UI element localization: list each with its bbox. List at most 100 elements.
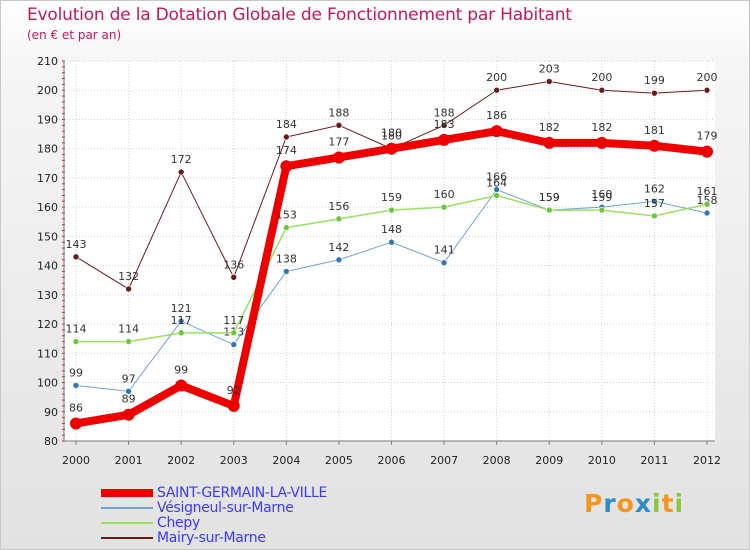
data-label-chepy: 159 — [381, 191, 402, 204]
data-label-saint-germain-la-ville: 181 — [644, 124, 665, 137]
data-label-saint-germain-la-ville: 86 — [69, 401, 83, 414]
legend-item-vesigneul: Vésigneul-sur-Marne — [101, 500, 294, 516]
data-point-saint-germain-la-ville — [175, 379, 188, 392]
data-point-saint-germain-la-ville — [122, 408, 135, 421]
data-point-chepy — [545, 206, 553, 214]
data-point-saint-germain-la-ville — [385, 142, 398, 155]
data-label-chepy: 164 — [486, 176, 507, 189]
data-point-chepy — [283, 224, 290, 231]
logo-letter: i — [652, 489, 662, 518]
data-label-vesigneul-sur-marne: 99 — [69, 366, 83, 379]
data-label-mairy-sur-marne: 188 — [328, 106, 349, 119]
data-point-saint-germain-la-ville — [438, 133, 451, 146]
proxiti-logo: Proxiti — [584, 489, 684, 518]
data-point-saint-germain-la-ville — [280, 160, 293, 173]
data-point-mairy-sur-marne — [651, 89, 658, 97]
data-label-saint-germain-la-ville: 182 — [591, 121, 612, 134]
x-tick-label: 2006 — [378, 454, 406, 467]
data-label-saint-germain-la-ville: 186 — [486, 109, 507, 122]
data-point-vesigneul-sur-marne — [283, 268, 290, 275]
data-point-chepy — [703, 200, 711, 208]
data-point-mairy-sur-marne — [230, 274, 238, 281]
data-point-chepy — [388, 206, 395, 214]
data-label-vesigneul-sur-marne: 166 — [486, 171, 507, 184]
data-point-chepy — [598, 206, 606, 214]
data-point-mairy-sur-marne — [125, 285, 132, 293]
data-label-mairy-sur-marne: 200 — [697, 71, 718, 84]
data-label-mairy-sur-marne: 203 — [539, 62, 560, 75]
data-point-vesigneul-sur-marne — [651, 198, 658, 205]
data-label-chepy: 161 — [697, 185, 718, 198]
y-tick-label: 180 — [37, 143, 58, 156]
data-point-saint-germain-la-ville — [227, 399, 240, 412]
data-label-mairy-sur-marne: 188 — [434, 106, 455, 119]
y-tick-label: 170 — [37, 172, 58, 185]
data-label-mairy-sur-marne: 180 — [381, 130, 402, 143]
data-label-mairy-sur-marne: 143 — [66, 238, 87, 251]
data-label-saint-germain-la-ville: 99 — [174, 363, 188, 376]
data-point-chepy — [177, 329, 185, 337]
data-point-vesigneul-sur-marne — [177, 317, 185, 325]
data-label-mairy-sur-marne: 172 — [171, 153, 192, 166]
y-tick-label: 160 — [37, 201, 58, 214]
x-tick-label: 2001 — [115, 454, 143, 467]
data-label-mairy-sur-marne: 132 — [118, 270, 139, 283]
y-tick-label: 150 — [37, 230, 58, 243]
x-tick-label: 2011 — [640, 454, 668, 467]
logo-letter: r — [603, 489, 617, 518]
data-point-mairy-sur-marne — [177, 168, 185, 176]
data-label-chepy: 156 — [328, 200, 349, 213]
data-point-saint-germain-la-ville — [701, 145, 713, 158]
legend-item-mairy: Mairy-sur-Marne — [101, 530, 266, 546]
data-label-vesigneul-sur-marne: 162 — [644, 182, 665, 195]
data-point-vesigneul-sur-marne — [388, 238, 395, 246]
data-point-mairy-sur-marne — [335, 122, 343, 129]
x-tick-label: 2012 — [693, 454, 721, 467]
legend-label-mairy: Mairy-sur-Marne — [157, 530, 266, 546]
data-label-vesigneul-sur-marne: 159 — [539, 191, 560, 204]
data-label-vesigneul-sur-marne: 158 — [697, 194, 718, 207]
data-label-mairy-sur-marne: 199 — [644, 74, 665, 87]
x-tick-label: 2000 — [62, 454, 90, 467]
data-point-mairy-sur-marne — [545, 78, 553, 85]
data-label-chepy: 159 — [539, 191, 560, 204]
logo-letter: t — [661, 489, 675, 518]
data-label-vesigneul-sur-marne: 160 — [591, 188, 612, 201]
x-tick-label: 2007 — [430, 454, 458, 467]
legend-label-saint-germain: SAINT-GERMAIN-LA-VILLE — [157, 485, 328, 501]
data-label-vesigneul-sur-marne: 138 — [276, 252, 297, 265]
data-point-chepy — [230, 329, 238, 337]
data-point-saint-germain-la-ville — [543, 136, 556, 149]
data-point-vesigneul-sur-marne — [230, 341, 238, 348]
legend-label-vesigneul: Vésigneul-sur-Marne — [157, 500, 294, 516]
data-label-chepy: 117 — [171, 314, 192, 327]
x-tick-label: 2004 — [272, 454, 300, 467]
data-label-chepy: 117 — [223, 314, 244, 327]
x-tick-label: 2003 — [220, 454, 248, 467]
logo-letter: x — [634, 489, 652, 518]
data-label-chepy: 153 — [276, 209, 297, 222]
logo-letter: P — [584, 489, 604, 518]
x-tick-label: 2005 — [325, 454, 353, 467]
y-tick-label: 110 — [37, 347, 58, 360]
data-label-chepy: 114 — [118, 323, 139, 336]
y-tick-label: 140 — [37, 260, 58, 273]
data-label-saint-germain-la-ville: 182 — [539, 121, 560, 134]
data-label-chepy: 114 — [66, 323, 87, 336]
data-point-mairy-sur-marne — [440, 122, 448, 129]
logo-letter: i — [674, 489, 685, 518]
data-point-saint-germain-la-ville — [70, 417, 82, 430]
data-point-mairy-sur-marne — [703, 86, 711, 94]
data-label-saint-germain-la-ville: 179 — [697, 130, 718, 143]
data-label-chepy: 157 — [644, 197, 665, 210]
legend-label-chepy: Chepy — [157, 515, 200, 531]
chart-title: Evolution de la Dotation Globale de Fonc… — [27, 5, 572, 25]
data-point-chepy — [125, 338, 132, 345]
data-label-vesigneul-sur-marne: 148 — [381, 223, 402, 236]
data-label-mairy-sur-marne: 200 — [486, 71, 507, 84]
legend-swatch-mairy — [101, 537, 153, 539]
data-label-saint-germain-la-ville: 174 — [276, 144, 297, 157]
data-label-chepy: 159 — [591, 191, 612, 204]
